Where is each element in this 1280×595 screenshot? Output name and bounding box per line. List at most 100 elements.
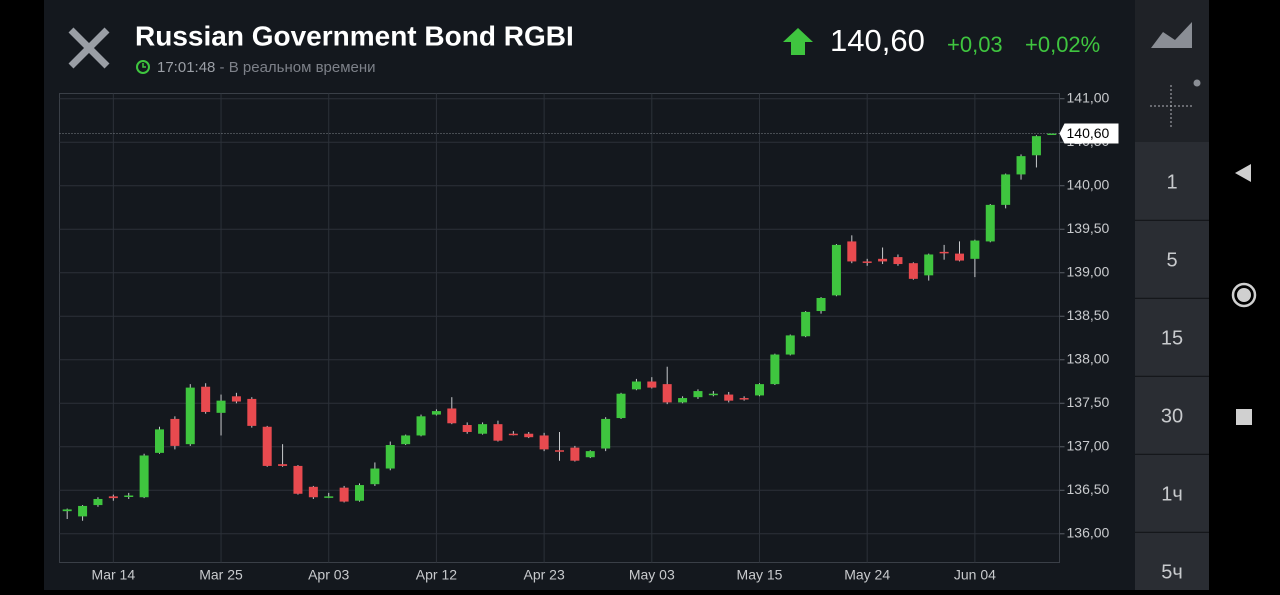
interval-label: 15: [1161, 327, 1183, 349]
y-tick-label: 139,00: [1067, 263, 1110, 279]
candle-body: [693, 391, 703, 398]
status: - В реальном времени: [215, 59, 375, 76]
candle-body: [78, 505, 88, 517]
interval-button[interactable]: [1135, 299, 1209, 376]
interval-label: 5: [1166, 249, 1177, 271]
interval-label: 30: [1161, 405, 1183, 427]
candle-body: [955, 253, 964, 261]
chart-type-icon: [1151, 22, 1192, 48]
candle-body: [524, 433, 534, 438]
y-tick-label: 136,00: [1067, 524, 1110, 540]
candle-body: [139, 455, 149, 498]
y-tick-label: 139,50: [1067, 220, 1110, 236]
x-tick-label: Apr 23: [523, 567, 564, 583]
candle-body: [231, 396, 241, 402]
main-panel: [44, 0, 1135, 590]
x-tick-label: Apr 03: [308, 567, 349, 583]
interval-button[interactable]: [1135, 533, 1209, 595]
interval-label: 5ч: [1161, 561, 1183, 583]
candle-body: [155, 429, 164, 453]
interval-label: 1: [1166, 171, 1177, 193]
nav-home[interactable]: [1231, 282, 1257, 308]
nav-home-dot: [1237, 288, 1251, 302]
candle-body: [170, 418, 180, 446]
candle-body: [262, 426, 272, 466]
last-price-box: [1059, 123, 1119, 144]
candle-body: [247, 398, 257, 426]
candle-body: [831, 244, 841, 296]
clock-icon: [136, 60, 150, 74]
interval-button[interactable]: [1135, 143, 1209, 220]
candle-body: [124, 495, 134, 497]
time-status: 17:01:48 - В реальном времени: [157, 59, 376, 76]
candle-body: [662, 384, 672, 403]
candle-body: [1031, 136, 1041, 156]
candle-body: [878, 258, 888, 262]
candle-body: [816, 297, 826, 312]
candle-body: [708, 393, 718, 396]
candle-body: [62, 509, 72, 512]
candle-body: [401, 435, 411, 445]
up-arrow: [783, 28, 813, 55]
candle-body: [447, 408, 457, 424]
x-tick-label: May 03: [629, 567, 675, 583]
y-tick-label: 137,00: [1067, 437, 1110, 453]
candle-body: [1047, 133, 1057, 136]
close-button[interactable]: [68, 27, 110, 69]
last-price-label: 140,60: [1067, 125, 1110, 141]
candle-body: [539, 435, 549, 450]
candle-body: [1016, 156, 1026, 175]
nav-recent[interactable]: [1236, 409, 1252, 425]
candle-body: [462, 425, 472, 432]
candle-body: [370, 468, 380, 485]
candle-body: [278, 464, 288, 466]
candle-body: [924, 254, 934, 276]
candle-body: [862, 261, 872, 263]
y-tick-label: 140,00: [1067, 176, 1110, 192]
candle-body: [631, 381, 641, 390]
candle-body: [308, 486, 318, 498]
nav-back[interactable]: [1235, 164, 1251, 182]
chart-type-button[interactable]: [1135, 0, 1209, 72]
price: 140,60: [830, 23, 925, 58]
candle-body: [908, 263, 918, 279]
candle-body: [108, 496, 118, 499]
interval-button[interactable]: [1135, 455, 1209, 532]
candle-body: [339, 487, 349, 502]
interval-label: 1ч: [1161, 483, 1183, 505]
indicator-dot: [1193, 79, 1201, 87]
candle-body: [570, 447, 580, 461]
x-tick-label: Jun 04: [954, 567, 996, 583]
candle-body: [755, 384, 764, 396]
plot-frame: [59, 93, 1060, 563]
y-tick-label: 141,00: [1067, 89, 1110, 105]
candle-body: [724, 394, 734, 401]
candle-body: [939, 251, 949, 254]
interval-button[interactable]: [1135, 377, 1209, 454]
candle-body: [585, 451, 595, 458]
candle-body: [385, 445, 395, 469]
time: 17:01:48: [157, 59, 215, 76]
candle-body: [508, 433, 518, 436]
candle-body: [1001, 174, 1011, 205]
candle-body: [801, 311, 811, 337]
x-tick-label: Mar 14: [92, 567, 136, 583]
candle-body: [416, 416, 426, 436]
candle-body: [478, 424, 488, 434]
candle-body: [185, 387, 195, 445]
candle-body: [555, 450, 564, 452]
plot: 136,00 136,50 137,00 137,50 138,00 138,50 139,…: [59, 89, 1119, 583]
candle-body: [601, 418, 611, 449]
candle-body: [93, 498, 103, 506]
candle-body: [293, 465, 303, 494]
candle-body: [324, 496, 334, 498]
change: +0,03: [947, 32, 1003, 57]
interval-button[interactable]: [1135, 221, 1209, 298]
clock-hands: [142, 63, 146, 68]
candle-body: [431, 411, 441, 415]
y-tick-label: 138,50: [1067, 307, 1110, 323]
candle-body: [355, 485, 364, 501]
change-pct: +0,02%: [1025, 32, 1100, 57]
candle-body: [739, 398, 749, 400]
